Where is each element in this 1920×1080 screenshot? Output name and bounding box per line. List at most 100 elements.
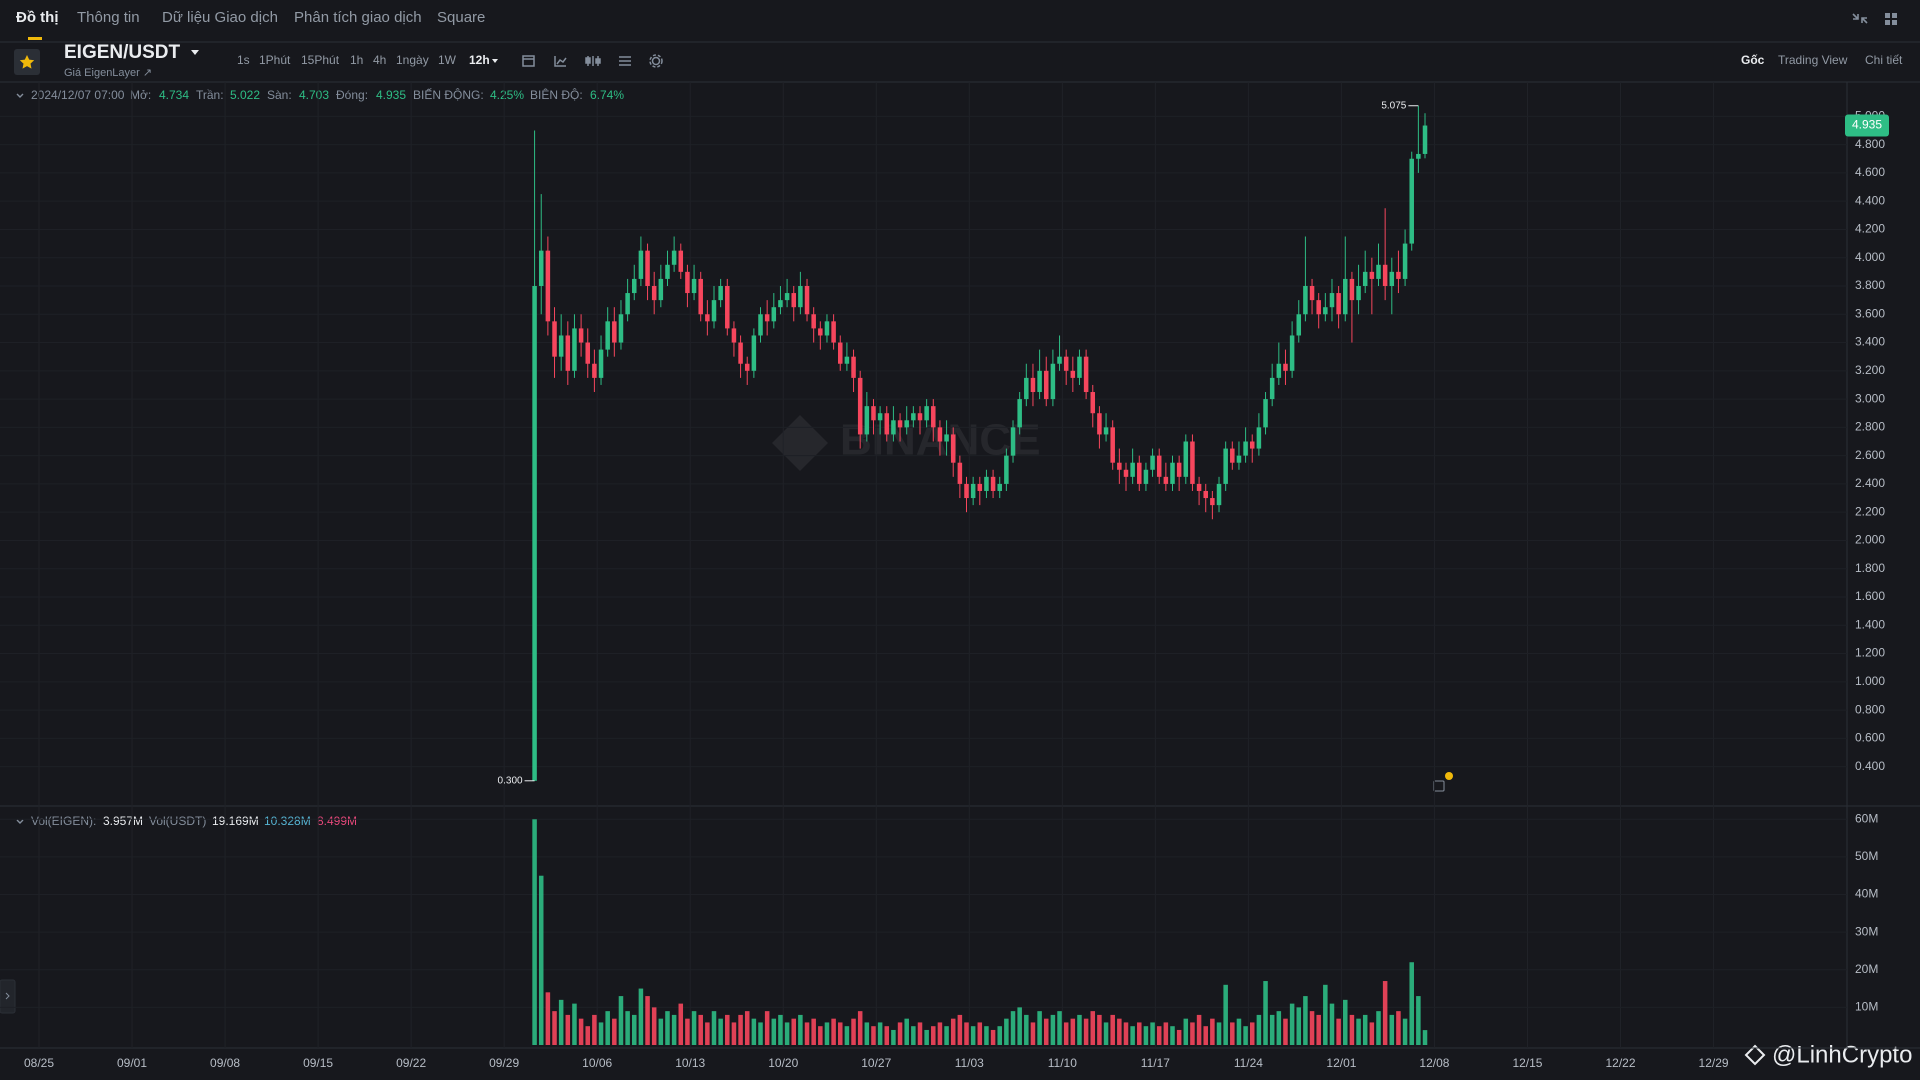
candle-body <box>705 314 710 322</box>
volume-tick-label: 30M <box>1855 924 1878 938</box>
volume-bar <box>1137 1022 1142 1045</box>
candle-body <box>1416 153 1421 159</box>
volume-bar <box>1077 1014 1082 1045</box>
volume-bar <box>1004 1018 1009 1045</box>
candle-body <box>1422 125 1428 154</box>
volume-bar <box>1303 996 1308 1045</box>
interval[interactable]: 1Phút <box>259 53 291 67</box>
volume-bar <box>1416 996 1421 1045</box>
info-high: 5.022 <box>230 88 260 102</box>
tab[interactable]: Thông tin <box>77 9 140 26</box>
interval-active[interactable]: 12h <box>469 53 490 67</box>
candle-body <box>970 483 976 499</box>
candle-body <box>538 250 544 286</box>
volume-bar <box>1230 1022 1235 1045</box>
volume-bar <box>1216 1022 1222 1045</box>
interval[interactable]: 1W <box>438 53 457 67</box>
candle-body <box>1283 363 1288 371</box>
volume-bar <box>744 1011 750 1045</box>
y-tick-label: 3.400 <box>1855 335 1885 349</box>
volume-bar <box>665 1011 670 1045</box>
volume-bar <box>751 1018 757 1045</box>
candle-body <box>1323 307 1328 315</box>
volume-toggle[interactable] <box>16 819 24 824</box>
volume-bar <box>1376 1011 1381 1045</box>
candle-body <box>1077 356 1082 378</box>
volume-bar <box>1349 1014 1355 1045</box>
volume-bar <box>1409 962 1414 1045</box>
volume-bar <box>1103 1022 1109 1045</box>
x-tick-label: 11/17 <box>1141 1056 1170 1070</box>
symbol-dropdown[interactable] <box>191 50 199 55</box>
candle-body <box>1150 455 1155 470</box>
volume-bar <box>538 875 544 1045</box>
candle-body <box>1183 441 1189 477</box>
volume-bar <box>970 1026 976 1045</box>
y-tick-label: 1.600 <box>1855 589 1885 603</box>
y-tick-label: 2.200 <box>1855 504 1885 518</box>
volume-bar <box>1090 1011 1096 1045</box>
candle-body <box>1063 356 1069 371</box>
tab[interactable]: Phân tích giao dịch <box>294 9 422 26</box>
interval[interactable]: 1h <box>350 53 363 67</box>
interval[interactable]: 1ngày <box>396 53 429 67</box>
volume-bar <box>904 1018 909 1045</box>
candle-body <box>1389 271 1395 286</box>
toolbar-icons[interactable] <box>522 54 663 68</box>
volume-bar <box>1010 1011 1016 1045</box>
candle-body <box>1097 413 1102 435</box>
volume-bar <box>645 996 650 1045</box>
volume-bar <box>731 1022 737 1045</box>
interval-dropdown[interactable] <box>492 59 498 63</box>
volume-bar <box>804 1022 810 1045</box>
tab[interactable]: Square <box>437 9 485 26</box>
symbol[interactable]: EIGEN/USDT <box>64 42 181 63</box>
candle-body <box>738 342 743 364</box>
volume-bar <box>1123 1022 1129 1045</box>
volume-bar <box>705 1022 710 1045</box>
volume-bar <box>778 1014 783 1045</box>
volume-bar <box>598 1022 604 1045</box>
interval[interactable]: 1s <box>237 53 250 67</box>
volume-tick-label: 10M <box>1855 1000 1878 1014</box>
side-expander[interactable] <box>0 979 16 1014</box>
volume-bar <box>937 1022 943 1045</box>
collapse-icon[interactable] <box>1852 13 1868 24</box>
volume-bar <box>585 1026 591 1045</box>
volume-bar <box>791 1018 796 1045</box>
candle-body <box>618 314 624 343</box>
x-tick-label: 11/10 <box>1048 1056 1077 1070</box>
volume-bar <box>1024 1014 1029 1045</box>
x-tick-label: 12/01 <box>1326 1056 1356 1070</box>
volume-bar <box>631 1014 637 1045</box>
candle-body <box>631 278 637 294</box>
volume-bar <box>1289 1003 1295 1045</box>
volume-bar <box>1150 1022 1155 1045</box>
candle-body <box>1276 363 1282 378</box>
view-option-active[interactable]: Gốc <box>1741 53 1765 67</box>
candle-body <box>924 406 929 421</box>
candle-body <box>1163 476 1169 484</box>
symbol-subtitle[interactable]: Giá EigenLayer ↗ <box>64 67 152 79</box>
tab[interactable]: Dữ liệu Giao dịch <box>162 9 278 26</box>
layout-icon[interactable] <box>1885 13 1897 25</box>
x-tick-label: 09/29 <box>489 1056 519 1070</box>
view-option[interactable]: Trading View <box>1778 53 1848 67</box>
volume-bar <box>1316 1014 1321 1045</box>
view-option[interactable]: Chi tiết <box>1865 53 1903 67</box>
candle-body <box>1010 427 1016 456</box>
tab-active[interactable]: Đồ thị <box>16 9 59 26</box>
volume-tick-label: 40M <box>1855 887 1878 901</box>
interval[interactable]: 4h <box>373 53 386 67</box>
interval[interactable]: 15Phút <box>301 53 340 67</box>
volume-bar <box>545 992 551 1045</box>
star-icon <box>19 55 35 69</box>
x-tick-label: 12/15 <box>1512 1056 1542 1070</box>
info-toggle[interactable] <box>16 93 24 98</box>
candle-body <box>1130 462 1135 477</box>
volume-bar <box>758 1022 763 1045</box>
candle-body <box>1356 285 1361 301</box>
volume-bar <box>578 1018 584 1045</box>
candle-body <box>798 285 803 308</box>
volume-bar <box>1296 1007 1302 1045</box>
